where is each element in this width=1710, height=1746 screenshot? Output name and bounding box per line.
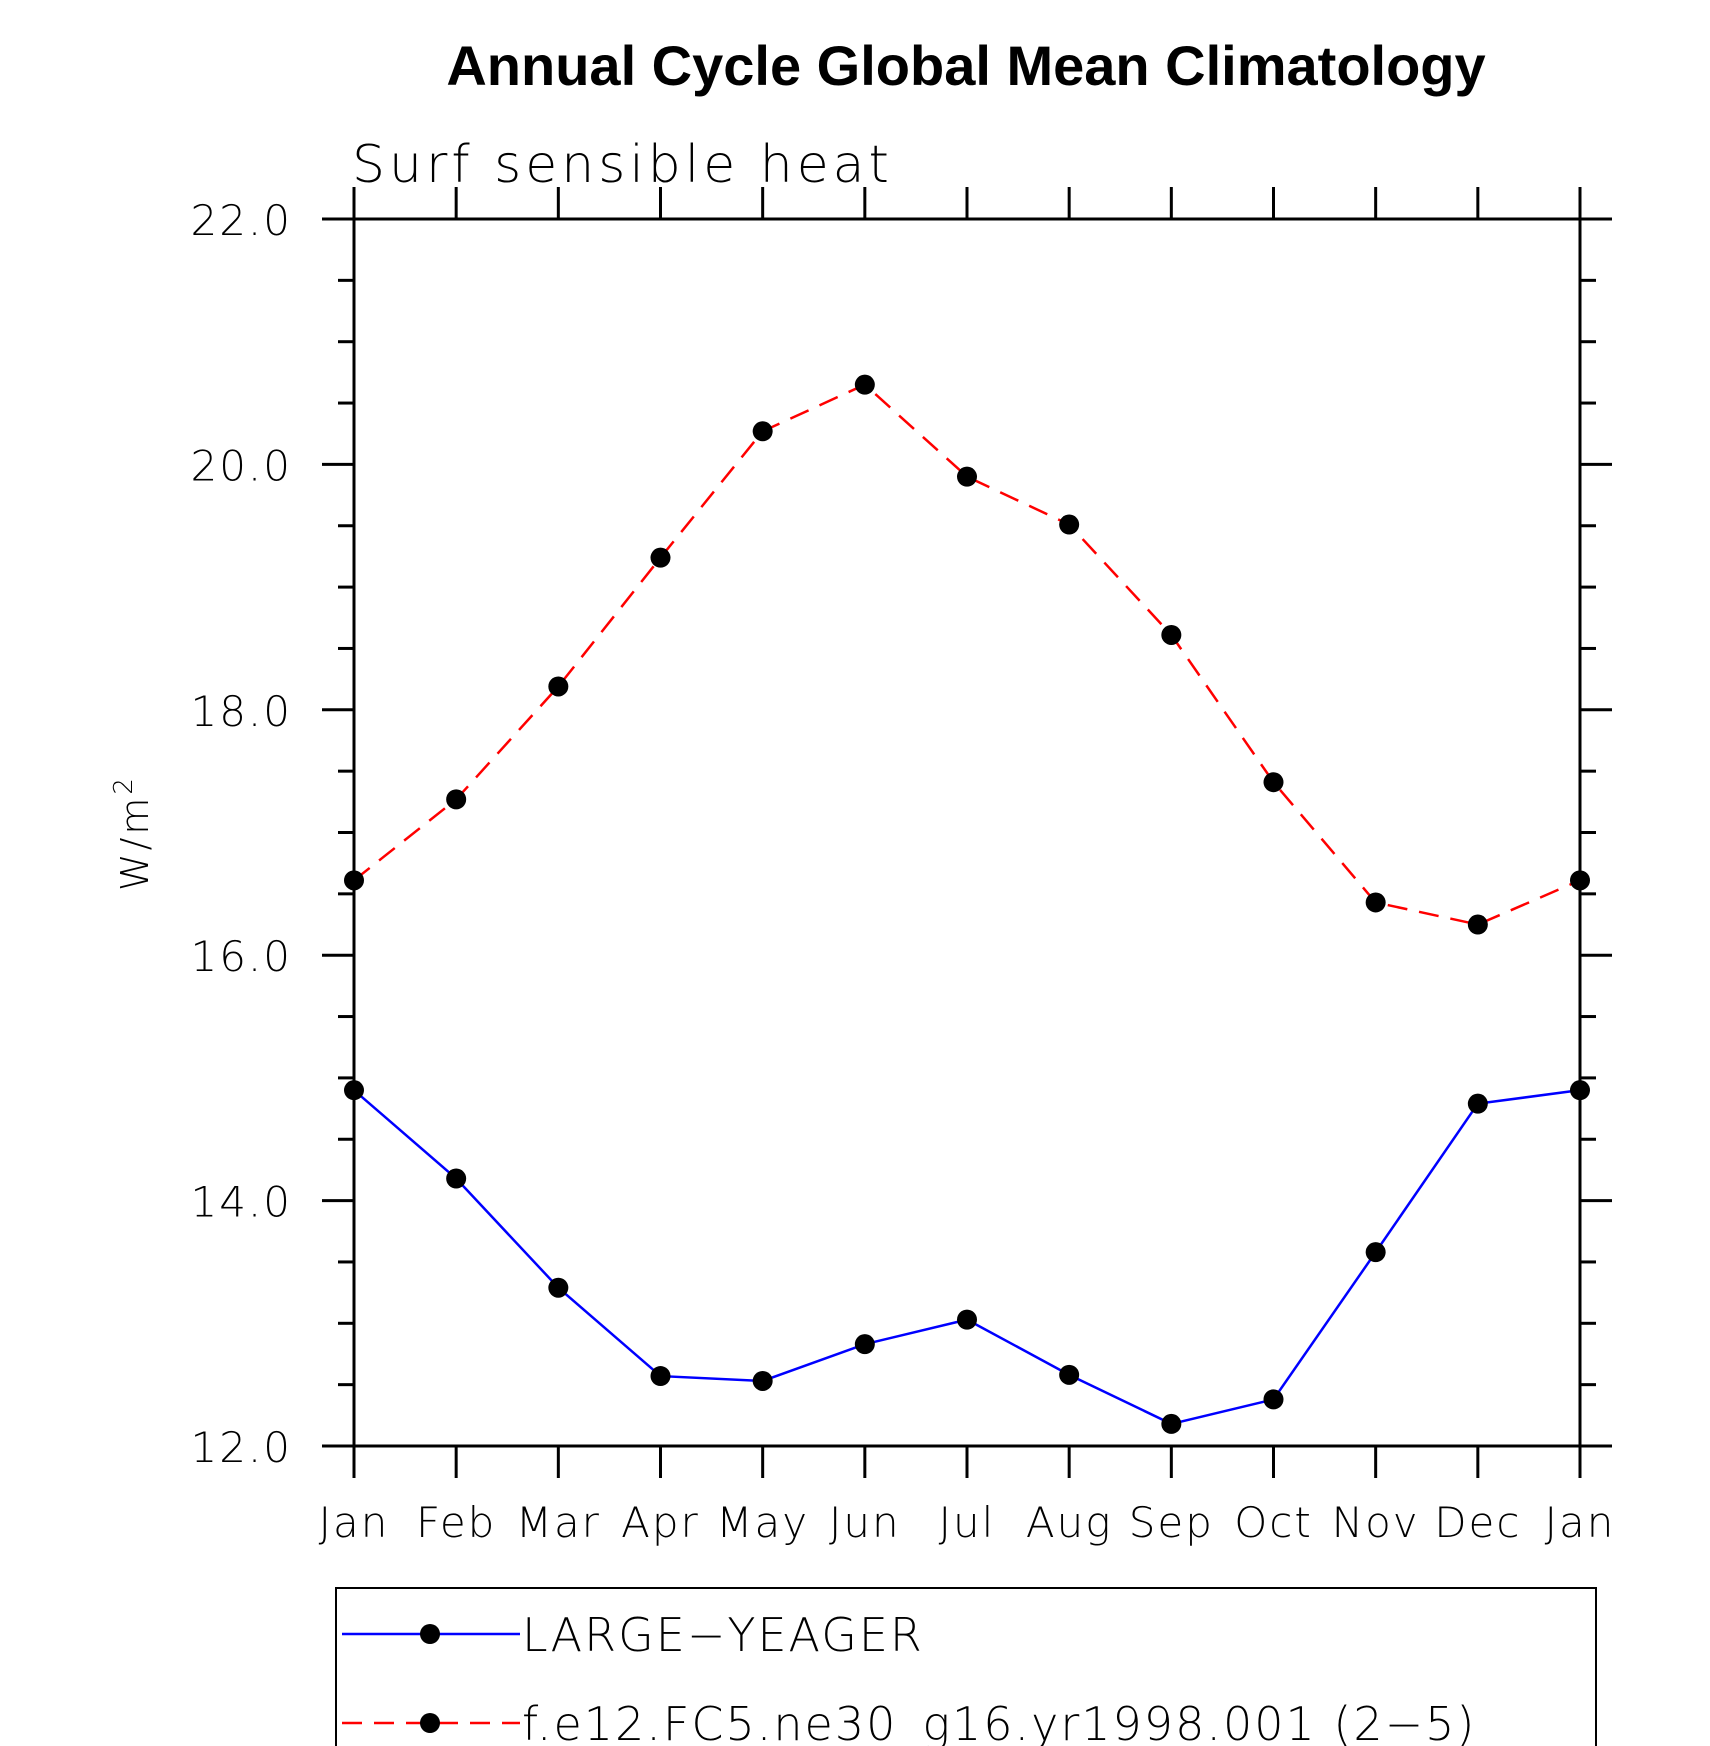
data-point-series-2 xyxy=(1365,892,1386,913)
x-tick-label: Aug xyxy=(1026,1498,1113,1547)
data-point-series-1 xyxy=(1570,1080,1590,1101)
y-tick-label: 14.0 xyxy=(190,1178,292,1227)
data-point-series-1 xyxy=(1059,1364,1080,1385)
y-tick-label: 20.0 xyxy=(190,441,292,490)
data-point-series-2 xyxy=(344,870,364,891)
series-layer xyxy=(344,374,1590,1434)
data-point-series-2 xyxy=(548,676,569,697)
x-tick-label: Jan xyxy=(319,1498,390,1547)
y-axis-label-unit: W/m xyxy=(113,795,157,891)
data-point-series-1 xyxy=(548,1277,569,1298)
data-point-series-1 xyxy=(446,1168,467,1189)
x-tick-label: Feb xyxy=(416,1498,496,1547)
data-point-series-2 xyxy=(1467,914,1488,935)
data-point-series-1 xyxy=(1365,1242,1386,1263)
data-point-series-1 xyxy=(344,1080,364,1101)
x-tick-label: Nov xyxy=(1332,1498,1420,1547)
plot-frame xyxy=(352,217,1582,1448)
axes: Jan Feb Mar Apr May Jun Jul Aug Sep Oct Nov Dec Jan 1… xyxy=(190,187,1616,1547)
data-point-series-1 xyxy=(1161,1413,1182,1434)
x-tick-label: Jul xyxy=(939,1498,996,1547)
data-point-series-2 xyxy=(752,421,773,442)
legend: LARGE−YEAGER f.e12.FC5.ne30_g16.yr1998.00… xyxy=(335,1587,1597,1746)
data-point-series-2 xyxy=(446,789,467,810)
data-point-series-2 xyxy=(1570,870,1590,891)
y-tick-label: 22.0 xyxy=(190,196,292,245)
legend-items: LARGE−YEAGER f.e12.FC5.ne30_g16.yr1998.00… xyxy=(342,1608,1476,1746)
y-tick-label: 18.0 xyxy=(190,687,292,736)
series-line-2 xyxy=(353,383,1581,926)
series-line-1 xyxy=(353,1088,1581,1426)
data-point-series-2 xyxy=(1161,624,1182,645)
x-tick-label: Apr xyxy=(621,1498,700,1547)
legend-marker-2 xyxy=(420,1713,440,1733)
x-tick-label: Oct xyxy=(1234,1498,1313,1547)
data-point-series-1 xyxy=(854,1334,875,1355)
y-tick-label: 12.0 xyxy=(190,1423,292,1472)
y-axis-label-exponent: 2 xyxy=(109,775,139,795)
data-point-series-2 xyxy=(854,374,875,395)
data-point-series-1 xyxy=(1263,1389,1284,1410)
data-point-series-2 xyxy=(1263,772,1284,793)
x-tick-label: Jan xyxy=(1545,1498,1616,1547)
x-tick-label: Dec xyxy=(1434,1498,1521,1547)
data-point-series-2 xyxy=(1059,514,1080,535)
x-tick-label: May xyxy=(716,1498,809,1547)
legend-marker-1 xyxy=(420,1624,440,1644)
x-tick-label: Mar xyxy=(516,1498,601,1547)
data-point-series-2 xyxy=(957,466,977,487)
data-point-series-1 xyxy=(650,1366,671,1387)
x-tick-label: Jun xyxy=(829,1498,901,1547)
chart-subtitle: Surf sensible heat xyxy=(352,135,893,195)
data-point-series-1 xyxy=(1467,1093,1488,1114)
data-point-series-1 xyxy=(957,1309,977,1330)
y-axis-label: W/m2 xyxy=(109,775,157,891)
legend-box xyxy=(335,1587,1597,1746)
y-tick-label: 16.0 xyxy=(190,932,292,981)
data-point-series-2 xyxy=(650,547,671,568)
chart-title: Annual Cycle Global Mean Climatology xyxy=(446,34,1485,97)
legend-label-2: f.e12.FC5.ne30_g16.yr1998.001 (2−5) xyxy=(522,1697,1476,1746)
data-point-series-1 xyxy=(752,1370,773,1391)
legend-label-1: LARGE−YEAGER xyxy=(522,1608,924,1662)
x-tick-label: Sep xyxy=(1129,1498,1214,1547)
